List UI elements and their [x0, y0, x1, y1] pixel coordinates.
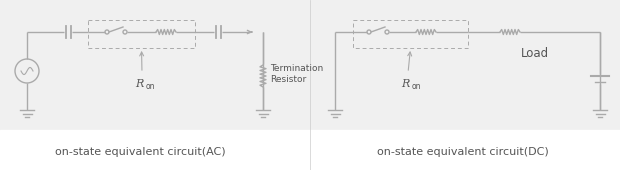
Text: on-state equivalent circuit(AC): on-state equivalent circuit(AC) [55, 147, 225, 157]
Bar [353, 20, 468, 48]
Text: Load: Load [521, 47, 549, 60]
Bar [88, 20, 195, 48]
Text: on: on [412, 82, 422, 91]
Text: R: R [401, 79, 409, 89]
Text: Termination
Resistor: Termination Resistor [270, 64, 323, 84]
Text: on: on [146, 82, 156, 91]
Text: R: R [135, 79, 143, 89]
Text: on-state equivalent circuit(DC): on-state equivalent circuit(DC) [377, 147, 549, 157]
Bar [0, 130, 620, 170]
